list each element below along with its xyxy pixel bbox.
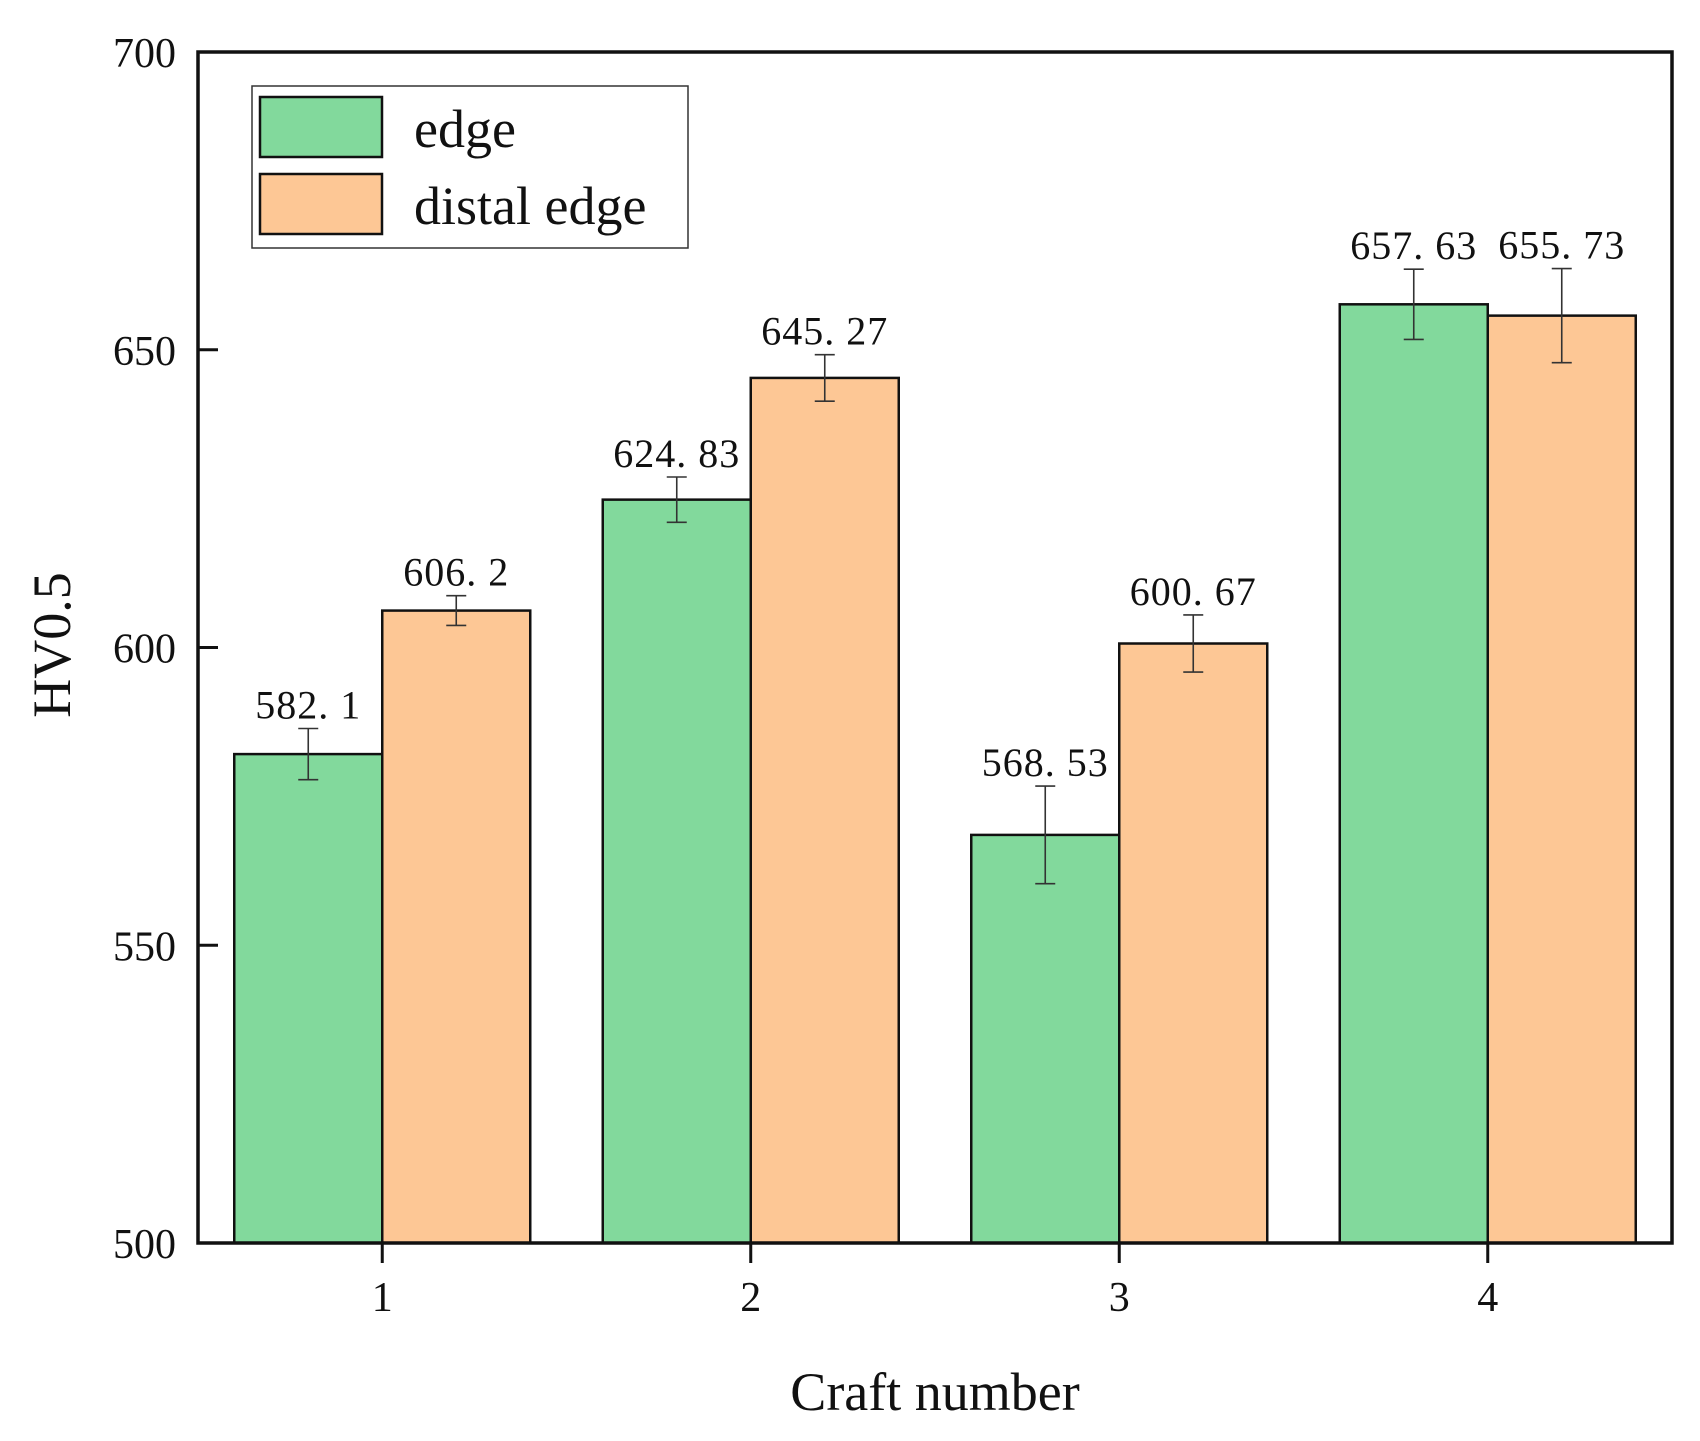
bar-edge-4 — [1338, 303, 1489, 1245]
legend-swatch-edge — [258, 95, 384, 159]
y-tick-label: 600 — [113, 627, 176, 673]
bar-edge-1 — [233, 752, 384, 1245]
legend-label-distal-edge: distal edge — [414, 176, 646, 236]
x-tick-label: 2 — [740, 1275, 761, 1321]
error-bar-edge-3 — [1035, 785, 1056, 885]
bar-distal-edge-3 — [1118, 642, 1269, 1245]
x-axis: 1 2 3 4 — [372, 1243, 1498, 1321]
legend: edge distal edge — [251, 85, 689, 249]
bar-distal-edge-2 — [749, 376, 900, 1245]
error-bar-edge-2 — [666, 476, 687, 524]
data-label-distal-edge-4: 655. 73 — [1498, 223, 1625, 268]
bar-edge-2 — [601, 498, 752, 1245]
error-bar-distal-edge-1 — [446, 594, 467, 627]
y-tick-label: 650 — [113, 329, 176, 375]
error-bar-edge-4 — [1403, 268, 1424, 341]
y-tick-label: 550 — [113, 924, 176, 970]
data-label-edge-1: 582. 1 — [255, 682, 361, 727]
data-label-distal-edge-3: 600. 67 — [1130, 569, 1257, 614]
x-tick-label: 3 — [1109, 1275, 1130, 1321]
legend-swatch-distal-edge — [258, 172, 384, 236]
error-bar-edge-1 — [298, 727, 319, 781]
y-tick-label: 700 — [113, 31, 176, 77]
data-label-edge-3: 568. 53 — [982, 740, 1109, 785]
bars-layer: 582. 1 606. 2 624. 83 645. 27 568. 53 600. 67… — [233, 223, 1637, 1245]
error-bar-distal-edge-2 — [814, 353, 835, 402]
y-axis-title: HV0.5 — [22, 572, 82, 718]
data-label-edge-4: 657. 63 — [1350, 223, 1477, 268]
x-tick-label: 4 — [1477, 1275, 1498, 1321]
error-bar-distal-edge-4 — [1551, 267, 1572, 364]
y-axis: 500 550 600 650 700 — [113, 31, 218, 1268]
data-label-edge-2: 624. 83 — [613, 431, 740, 476]
bar-edge-3 — [970, 833, 1121, 1245]
x-tick-label: 1 — [372, 1275, 393, 1321]
data-label-distal-edge-2: 645. 27 — [761, 309, 888, 354]
data-label-distal-edge-1: 606. 2 — [403, 550, 509, 595]
error-bar-distal-edge-3 — [1183, 614, 1204, 673]
bar-distal-edge-1 — [381, 609, 532, 1245]
y-tick-label: 500 — [113, 1222, 176, 1268]
bar-distal-edge-4 — [1486, 314, 1637, 1245]
legend-label-edge: edge — [414, 99, 516, 159]
x-axis-title: Craft number — [790, 1362, 1079, 1422]
